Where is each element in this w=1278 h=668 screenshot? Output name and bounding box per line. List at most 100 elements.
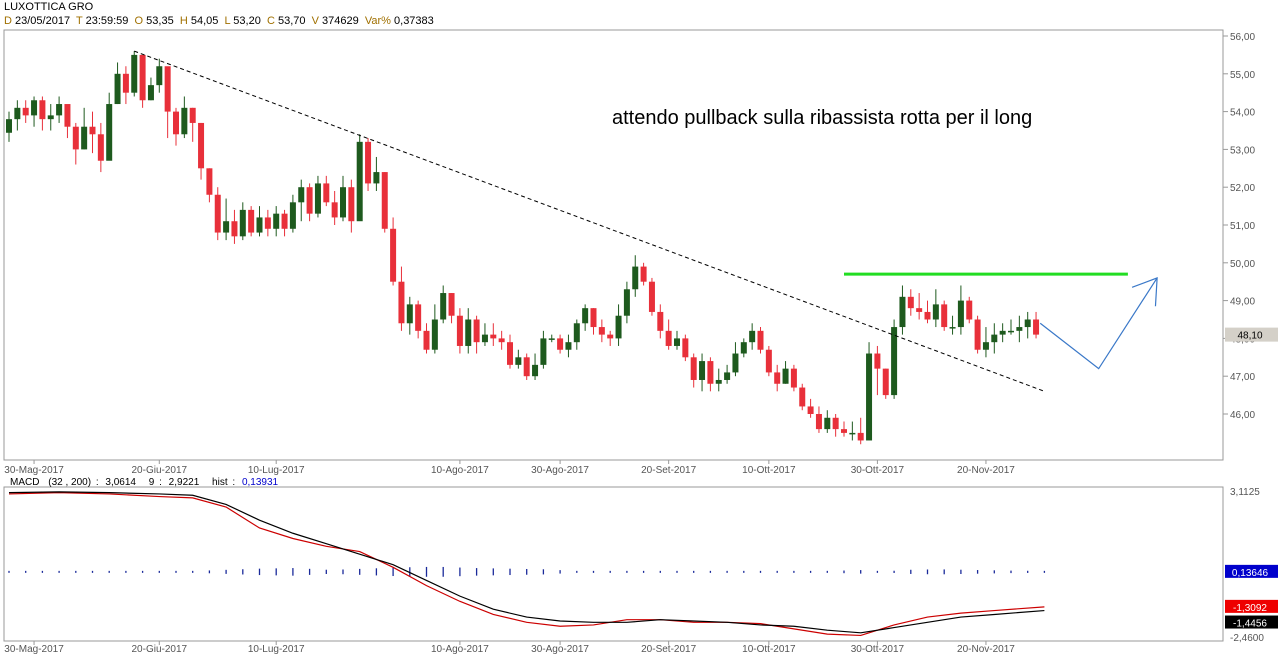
- candle: [56, 96, 63, 123]
- open-label: O: [134, 15, 144, 27]
- candle-body: [122, 73, 129, 93]
- candle: [507, 334, 513, 369]
- candle-body: [799, 387, 806, 407]
- candle-body: [607, 334, 614, 339]
- low-value: 53,20: [233, 15, 261, 27]
- candle-body: [640, 266, 647, 282]
- candle-body: [14, 107, 21, 120]
- candle: [707, 357, 714, 392]
- candle-body: [147, 85, 154, 101]
- candle-body: [390, 228, 397, 282]
- candle-body: [289, 202, 296, 229]
- candle-body: [866, 353, 873, 441]
- candle-body: [732, 353, 739, 373]
- candle-body: [882, 368, 889, 396]
- candle: [273, 206, 280, 237]
- candle: [256, 206, 263, 237]
- candle: [31, 96, 38, 127]
- price-tick-label: 52,00: [1230, 183, 1255, 194]
- candle-body: [248, 209, 255, 233]
- signal-line: [8, 492, 1045, 637]
- candle-body: [632, 266, 639, 290]
- candle-body: [81, 126, 88, 150]
- price-axis: 56,00 55,00 54,00 53,00 52,00 51,00 50,00 49,00…: [1223, 32, 1255, 421]
- candle: [932, 289, 939, 328]
- candle-body: [423, 330, 430, 350]
- candle-body: [373, 172, 380, 184]
- candle: [740, 338, 747, 358]
- candle: [448, 293, 455, 324]
- candle: [991, 323, 998, 354]
- candle: [131, 51, 138, 97]
- candle: [139, 54, 146, 108]
- candle: [340, 175, 346, 222]
- candle: [39, 96, 46, 131]
- candle-body: [648, 281, 655, 312]
- candle: [173, 107, 179, 146]
- candle-body: [824, 417, 831, 430]
- candle: [523, 353, 530, 380]
- price-tick-label: 56,00: [1230, 32, 1255, 43]
- candle: [582, 304, 589, 331]
- candle-body: [314, 183, 321, 214]
- candle-body: [515, 357, 522, 365]
- candle: [857, 417, 864, 445]
- macd-legend: MACD (32 , 200) : 3,0614 9 : 2,9221 hist…: [10, 477, 279, 488]
- candle-body: [857, 432, 864, 441]
- price-tick-label: 55,00: [1230, 70, 1255, 81]
- candle: [331, 190, 338, 225]
- candle-body: [966, 300, 973, 320]
- candle: [223, 198, 230, 241]
- candle: [515, 349, 522, 369]
- date-tick-label: 10-Ott-2017: [742, 644, 796, 655]
- candle-body: [231, 221, 238, 237]
- macd-tag-box: [1225, 599, 1278, 613]
- date-tick-label: 20-Giu-2017: [132, 465, 188, 476]
- candle: [406, 296, 413, 335]
- candle-body: [932, 304, 939, 320]
- candle: [974, 315, 981, 354]
- candle-body: [256, 217, 263, 233]
- candle-body: [56, 104, 63, 116]
- date-tick-label: 30-Ago-2017: [531, 644, 589, 655]
- candle-body: [298, 187, 305, 203]
- candle-body: [381, 172, 388, 229]
- macd-line: [8, 491, 1045, 634]
- low-label: L: [224, 15, 231, 27]
- candle-body: [874, 353, 881, 369]
- candle: [540, 330, 547, 369]
- candle: [999, 323, 1006, 343]
- candle-body: [189, 107, 196, 123]
- candle-body: [348, 187, 355, 222]
- candle: [481, 323, 488, 346]
- candle: [815, 406, 822, 433]
- candle: [97, 122, 104, 173]
- candle-body: [114, 73, 121, 105]
- candle: [640, 262, 647, 286]
- candlestick-series: [6, 51, 1040, 445]
- projection-arrow: [1039, 277, 1158, 370]
- candle-body: [974, 319, 981, 350]
- candle-body: [281, 213, 288, 229]
- date-label: D: [4, 15, 12, 27]
- candle-body: [273, 213, 280, 229]
- candle: [690, 353, 697, 388]
- candle-body: [949, 327, 956, 329]
- candle-body: [991, 334, 998, 343]
- candle-body: [924, 311, 931, 320]
- candle-body: [757, 330, 764, 350]
- candle: [390, 217, 397, 286]
- candle-body: [540, 338, 547, 365]
- candle-body: [331, 202, 338, 218]
- candle: [348, 179, 355, 233]
- macd-histogram: [8, 566, 1046, 577]
- candle: [198, 122, 205, 180]
- candle: [189, 107, 196, 142]
- ohlc-readout: D 23/05/2017 T 23:59:59 O 53,35 H 54,05 …: [4, 15, 434, 27]
- macd-tick-label: -2,4600: [1230, 633, 1264, 644]
- candle-body: [415, 304, 422, 331]
- date-tick-label: 10-Ago-2017: [431, 465, 489, 476]
- candle-body: [156, 66, 163, 86]
- candle: [590, 308, 597, 335]
